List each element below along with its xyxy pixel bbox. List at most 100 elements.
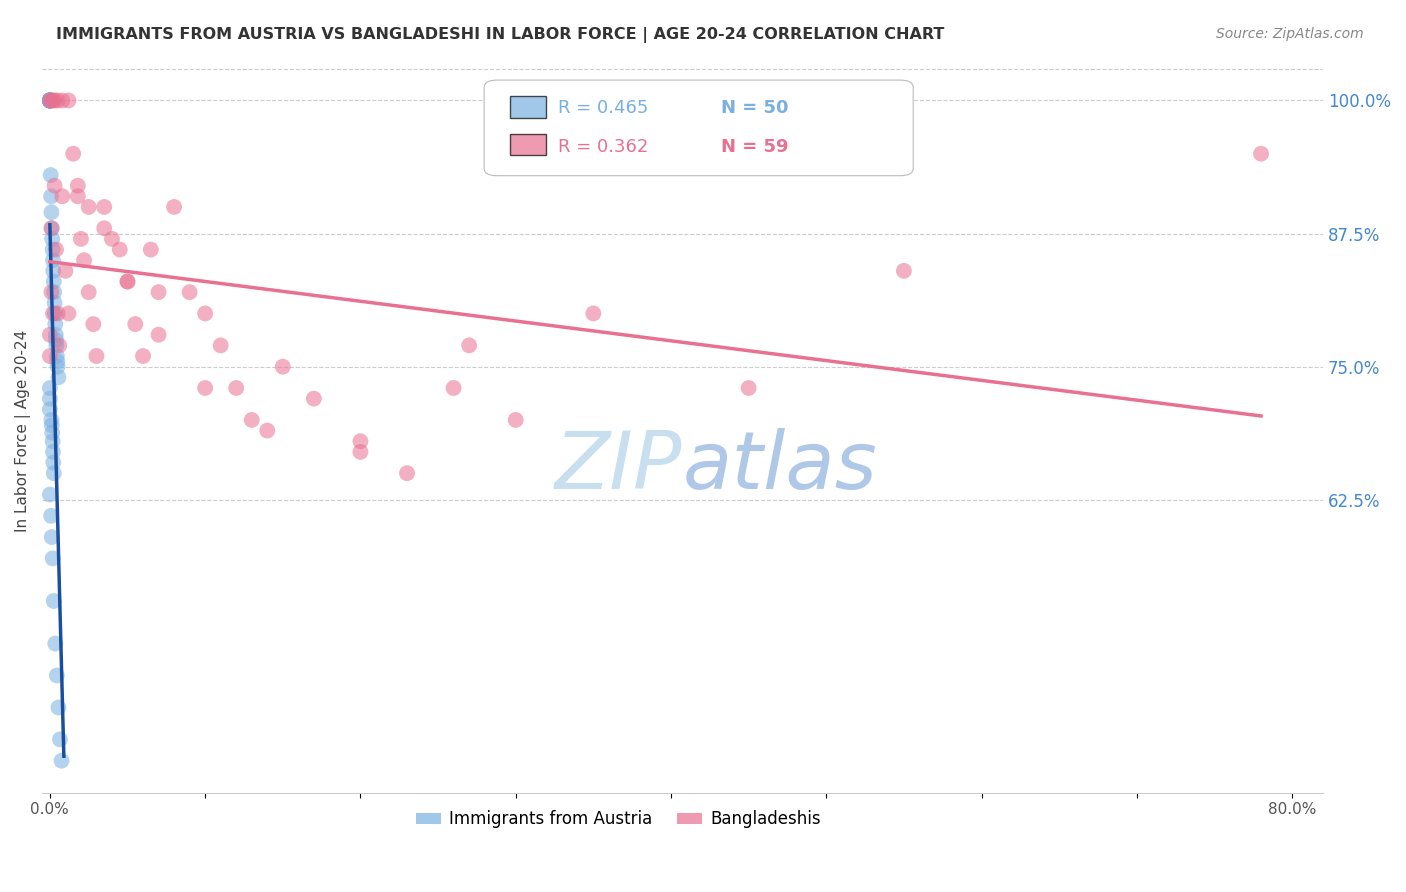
Point <box>42 466 65 480</box>
Point <box>42 264 65 278</box>
Point <box>41 243 63 257</box>
Point <box>505 413 527 427</box>
Point <box>117 275 139 289</box>
Point <box>41 434 63 449</box>
FancyBboxPatch shape <box>510 96 546 118</box>
Point <box>77 200 100 214</box>
Text: N = 59: N = 59 <box>721 137 789 156</box>
Point <box>45 668 67 682</box>
Point <box>66 189 89 203</box>
Point <box>38 94 60 108</box>
Point <box>458 338 481 352</box>
Point <box>38 94 60 108</box>
Point <box>49 732 72 747</box>
Point <box>44 94 66 108</box>
Point <box>163 200 186 214</box>
Point <box>41 425 63 440</box>
Text: R = 0.362: R = 0.362 <box>558 137 648 156</box>
Point <box>39 508 62 523</box>
Point <box>41 551 63 566</box>
Point <box>582 306 605 320</box>
Point <box>44 178 66 193</box>
FancyBboxPatch shape <box>510 134 546 155</box>
Legend: Immigrants from Austria, Bangladeshis: Immigrants from Austria, Bangladeshis <box>409 804 828 835</box>
Point <box>51 754 73 768</box>
Point <box>42 445 65 459</box>
Point <box>38 349 60 363</box>
Point <box>46 306 69 320</box>
Point <box>45 349 67 363</box>
Point <box>1250 146 1272 161</box>
Point <box>256 424 278 438</box>
FancyBboxPatch shape <box>484 80 914 176</box>
Point <box>73 253 96 268</box>
Text: IMMIGRANTS FROM AUSTRIA VS BANGLADESHI IN LABOR FORCE | AGE 20-24 CORRELATION CH: IMMIGRANTS FROM AUSTRIA VS BANGLADESHI I… <box>56 27 945 43</box>
Point <box>443 381 465 395</box>
Point <box>38 94 60 108</box>
Point <box>41 94 63 108</box>
Point <box>179 285 201 300</box>
Point <box>240 413 263 427</box>
Y-axis label: In Labor Force | Age 20-24: In Labor Force | Age 20-24 <box>15 329 31 532</box>
Point <box>42 306 65 320</box>
Point <box>302 392 325 406</box>
Text: atlas: atlas <box>683 428 877 506</box>
Point <box>38 94 60 108</box>
Point <box>46 359 69 374</box>
Point <box>893 264 915 278</box>
Point <box>51 189 73 203</box>
Point <box>55 264 77 278</box>
Point <box>225 381 247 395</box>
Point <box>45 327 67 342</box>
Point <box>38 94 60 108</box>
Point <box>38 94 60 108</box>
Point <box>44 295 66 310</box>
Point <box>38 94 60 108</box>
Point <box>132 349 155 363</box>
Point <box>124 317 146 331</box>
Point <box>58 94 80 108</box>
Text: R = 0.465: R = 0.465 <box>558 99 648 118</box>
Point <box>44 317 66 331</box>
Point <box>48 700 70 714</box>
Point <box>58 306 80 320</box>
Text: N = 50: N = 50 <box>721 99 789 118</box>
Point <box>46 354 69 368</box>
Point <box>42 94 65 108</box>
Point <box>737 381 759 395</box>
Point <box>39 189 62 203</box>
Point <box>77 285 100 300</box>
Point <box>139 243 162 257</box>
Point <box>41 413 63 427</box>
Point <box>194 381 217 395</box>
Point <box>39 168 62 182</box>
Point <box>93 221 115 235</box>
Point <box>62 146 84 161</box>
Point <box>38 94 60 108</box>
Point <box>44 285 66 300</box>
Point <box>93 200 115 214</box>
Point <box>209 338 232 352</box>
Point <box>44 636 66 650</box>
Point <box>51 94 73 108</box>
Point <box>41 221 63 235</box>
Point <box>45 338 67 352</box>
Point <box>48 370 70 384</box>
Text: ZIP: ZIP <box>555 428 683 506</box>
Point <box>48 338 70 352</box>
Point <box>46 94 69 108</box>
Point <box>38 402 60 417</box>
Point <box>41 232 63 246</box>
Point <box>38 381 60 395</box>
Point <box>194 306 217 320</box>
Point <box>395 466 418 480</box>
Point <box>42 594 65 608</box>
Point <box>45 333 67 347</box>
Point <box>349 445 371 459</box>
Point <box>70 232 93 246</box>
Point <box>82 317 104 331</box>
Point <box>38 487 60 501</box>
Point <box>44 306 66 320</box>
Point <box>101 232 124 246</box>
Text: Source: ZipAtlas.com: Source: ZipAtlas.com <box>1216 27 1364 41</box>
